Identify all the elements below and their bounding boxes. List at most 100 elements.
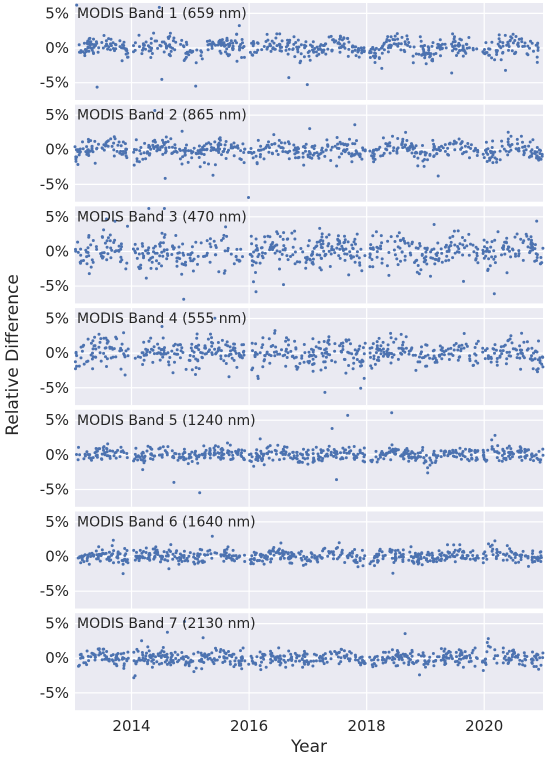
data-point — [531, 650, 534, 654]
data-point — [495, 551, 499, 555]
data-point — [373, 564, 376, 568]
data-point — [343, 238, 347, 242]
data-point — [495, 661, 499, 665]
data-point — [369, 364, 373, 368]
data-point — [276, 352, 280, 356]
data-point — [102, 351, 106, 355]
data-point — [213, 551, 217, 555]
data-point — [243, 659, 247, 663]
data-point — [449, 352, 453, 356]
data-point — [230, 557, 234, 561]
data-point — [395, 234, 399, 238]
data-point — [532, 665, 536, 668]
data-point — [140, 52, 144, 56]
data-point — [89, 40, 93, 44]
data-point — [521, 140, 524, 144]
data-point — [422, 456, 426, 460]
data-point — [406, 37, 409, 41]
data-point — [335, 651, 338, 655]
data-point — [404, 335, 408, 339]
data-point — [104, 346, 108, 350]
data-point — [295, 454, 299, 457]
data-point — [407, 352, 411, 356]
data-point — [425, 246, 429, 250]
data-point — [186, 559, 190, 563]
data-point — [186, 253, 190, 256]
data-point — [273, 47, 277, 51]
data-point — [223, 44, 226, 48]
data-point — [132, 148, 136, 151]
data-point — [190, 342, 194, 346]
data-point — [155, 251, 159, 255]
data-point — [265, 32, 269, 36]
data-point — [220, 41, 224, 44]
data-point — [334, 456, 338, 459]
data-point — [538, 262, 542, 266]
data-point — [281, 452, 285, 456]
data-point — [250, 53, 254, 57]
data-point — [151, 547, 155, 551]
data-point — [226, 449, 230, 453]
data-point — [393, 556, 397, 560]
data-point — [329, 148, 333, 152]
data-point — [299, 247, 303, 250]
data-point — [283, 353, 287, 357]
data-point — [373, 362, 377, 366]
data-point — [474, 359, 478, 363]
data-point — [536, 46, 540, 50]
data-point — [224, 354, 228, 358]
data-point — [227, 45, 231, 49]
data-point — [473, 646, 477, 650]
data-point — [151, 348, 155, 352]
data-point — [160, 231, 164, 235]
data-point — [187, 554, 191, 558]
data-point — [233, 349, 237, 353]
data-point — [100, 452, 104, 456]
data-point — [260, 452, 263, 456]
data-point — [457, 452, 461, 456]
data-point — [101, 446, 105, 450]
data-point — [501, 558, 505, 562]
data-point — [138, 455, 142, 459]
data-point — [416, 360, 420, 364]
data-point — [251, 44, 255, 48]
data-point — [281, 554, 285, 558]
data-point — [163, 654, 167, 657]
data-point — [505, 350, 509, 354]
data-point — [374, 455, 378, 459]
data-point — [517, 254, 521, 258]
data-point — [438, 149, 442, 153]
data-point — [186, 462, 190, 466]
data-point — [387, 650, 391, 654]
data-point — [76, 240, 80, 244]
data-point — [482, 238, 486, 242]
data-point — [535, 253, 539, 257]
data-point — [171, 39, 175, 43]
data-point — [526, 347, 530, 351]
data-point — [353, 548, 357, 551]
data-point — [336, 142, 340, 146]
data-point — [161, 254, 165, 258]
data-point — [537, 156, 541, 160]
data-point — [382, 457, 386, 461]
data-point — [377, 57, 381, 60]
data-point — [418, 35, 422, 39]
data-point — [382, 658, 386, 661]
data-point — [270, 654, 274, 658]
data-point — [461, 243, 465, 247]
data-point — [514, 254, 517, 258]
data-point — [444, 46, 448, 50]
data-point — [259, 668, 263, 672]
data-point — [153, 138, 157, 142]
data-point — [204, 448, 208, 452]
data-point — [502, 449, 506, 453]
data-point — [426, 560, 430, 563]
data-point — [126, 561, 130, 565]
data-point — [115, 149, 119, 153]
data-point — [91, 260, 95, 264]
data-point — [469, 550, 473, 554]
data-point — [287, 343, 290, 347]
data-point — [536, 48, 540, 52]
data-point — [388, 144, 392, 148]
data-point — [538, 556, 542, 560]
